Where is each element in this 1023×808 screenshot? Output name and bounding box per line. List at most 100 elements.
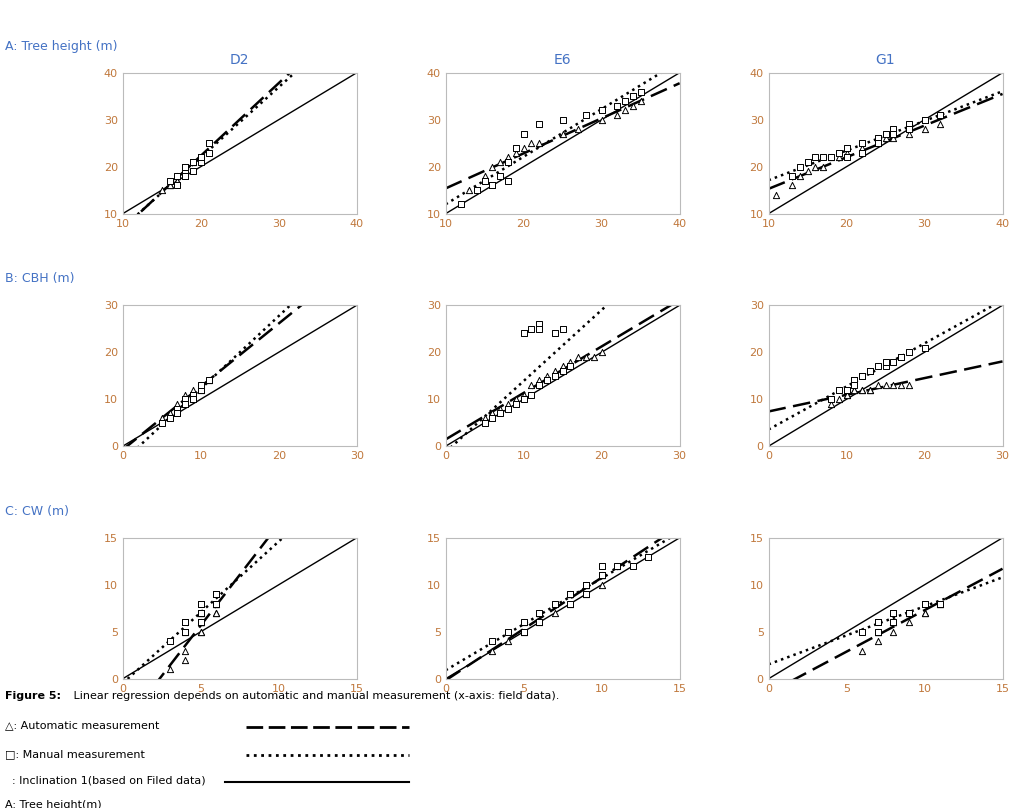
Point	[192, 616, 209, 629]
Point	[484, 644, 500, 657]
Point	[524, 379, 540, 392]
Point	[177, 165, 193, 178]
Point	[461, 183, 478, 196]
Title: D2: D2	[230, 53, 250, 67]
Point	[531, 379, 547, 392]
Point	[208, 607, 224, 620]
Point	[885, 607, 901, 620]
Text: Figure 5:: Figure 5:	[5, 691, 61, 701]
Point	[861, 364, 878, 377]
Point	[932, 597, 948, 610]
Point	[177, 160, 193, 173]
Point	[162, 663, 178, 675]
Point	[192, 151, 209, 164]
Point	[917, 113, 933, 126]
Point	[585, 351, 602, 364]
Point	[201, 137, 217, 149]
Point	[932, 597, 948, 610]
Point	[901, 607, 918, 620]
Point	[870, 137, 886, 149]
Point	[192, 607, 209, 620]
Point	[531, 137, 547, 149]
Point	[484, 179, 500, 192]
Point	[201, 146, 217, 159]
Point	[885, 616, 901, 629]
Point	[932, 108, 948, 121]
Point	[632, 85, 649, 98]
Point	[768, 188, 785, 201]
Point	[177, 398, 193, 410]
Point	[516, 327, 532, 340]
Point	[516, 128, 532, 141]
Point	[901, 118, 918, 131]
Point	[492, 407, 508, 420]
Point	[554, 128, 571, 141]
Point	[593, 346, 610, 359]
Point	[901, 379, 918, 392]
Point	[177, 170, 193, 183]
Point	[531, 118, 547, 131]
Point	[185, 155, 202, 168]
Point	[593, 559, 610, 572]
Point	[177, 388, 193, 401]
Point	[861, 364, 878, 377]
Point	[153, 411, 170, 424]
Point	[901, 123, 918, 136]
Point	[177, 654, 193, 667]
Point	[177, 165, 193, 178]
Point	[854, 369, 871, 382]
Point	[531, 607, 547, 620]
Point	[563, 587, 579, 600]
Point	[893, 379, 909, 392]
Point	[507, 146, 524, 159]
Point	[870, 379, 886, 392]
Point	[917, 123, 933, 136]
Point	[531, 322, 547, 335]
Point	[578, 579, 594, 591]
Point	[177, 170, 193, 183]
Point	[901, 607, 918, 620]
Point	[839, 146, 855, 159]
Point	[885, 625, 901, 638]
Point	[192, 607, 209, 620]
Point	[799, 165, 815, 178]
Point	[932, 597, 948, 610]
Point	[563, 587, 579, 600]
Point	[484, 407, 500, 420]
Title: E6: E6	[553, 53, 572, 67]
Point	[153, 183, 170, 196]
Point	[477, 411, 493, 424]
Point	[854, 644, 871, 657]
Point	[578, 579, 594, 591]
Point	[563, 587, 579, 600]
Point	[169, 170, 185, 183]
Point	[870, 360, 886, 372]
Point	[516, 625, 532, 638]
Point	[870, 616, 886, 629]
Point	[208, 597, 224, 610]
Point	[861, 383, 878, 396]
Point	[593, 569, 610, 582]
Point	[524, 388, 540, 401]
Point	[784, 179, 800, 192]
Point	[169, 402, 185, 415]
Point	[878, 379, 894, 392]
Point	[177, 625, 193, 638]
Point	[570, 351, 586, 364]
Point	[185, 388, 202, 401]
Point	[546, 364, 563, 377]
Point	[901, 128, 918, 141]
Point	[625, 559, 641, 572]
Point	[162, 179, 178, 192]
Point	[609, 99, 625, 112]
Point	[516, 388, 532, 401]
Point	[554, 322, 571, 335]
Point	[192, 151, 209, 164]
Text: : Inclination 1(based on Filed data): : Inclination 1(based on Filed data)	[5, 776, 206, 785]
Point	[546, 327, 563, 340]
Point	[578, 587, 594, 600]
Point	[169, 170, 185, 183]
Point	[484, 411, 500, 424]
Point	[484, 179, 500, 192]
Point	[901, 607, 918, 620]
